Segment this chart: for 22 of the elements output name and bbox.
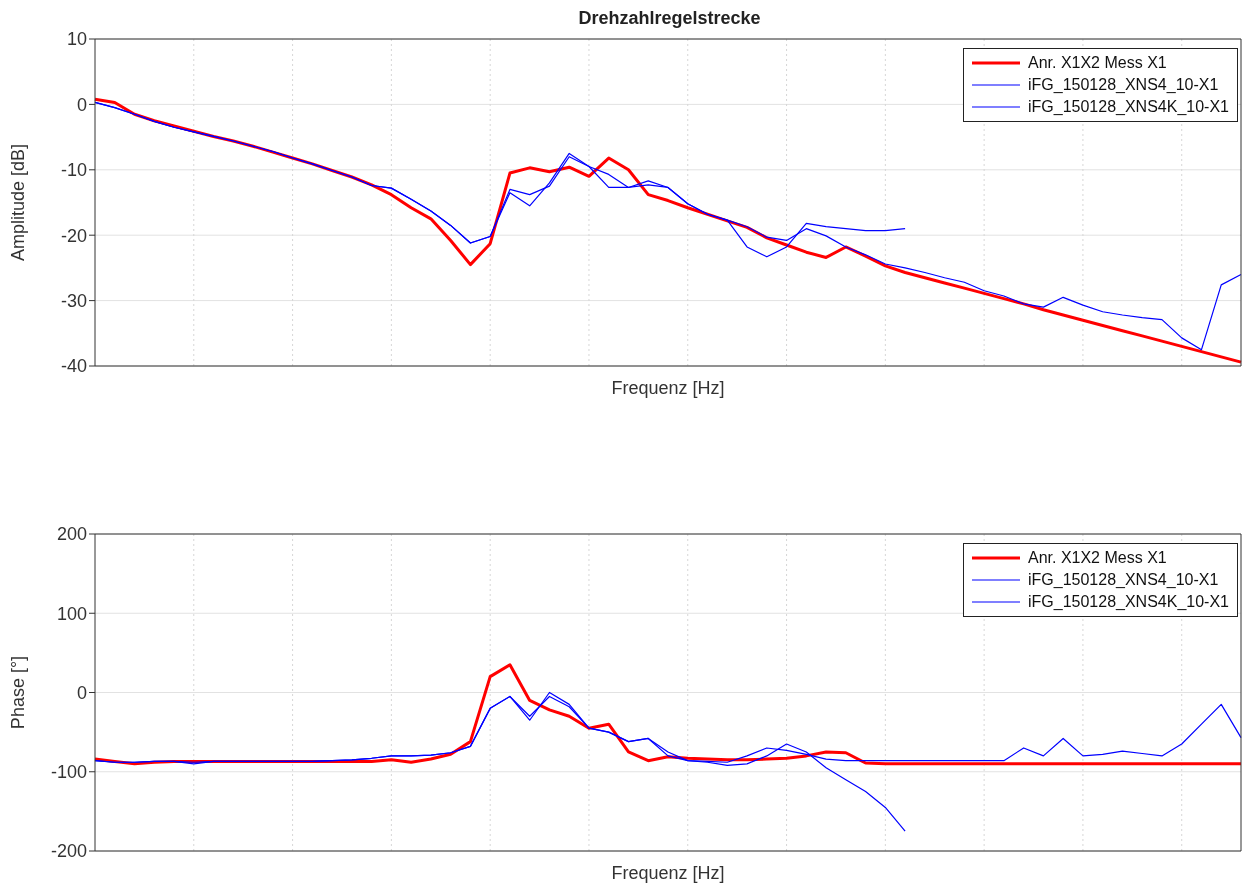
legend-label: iFG_150128_XNS4K_10-X1 [1027, 593, 1229, 611]
y-axis-title: Amplitude [dB] [8, 143, 29, 262]
x-axis-title: Frequenz [Hz] [611, 863, 725, 883]
legend-label: Anr. X1X2 Mess X1 [1027, 549, 1167, 567]
y-tick-label: 0 [76, 682, 87, 703]
y-tick-label: -30 [60, 290, 87, 311]
y-tick-label: -20 [60, 225, 87, 246]
y-tick-label: -40 [60, 356, 87, 377]
y-tick-label: 0 [76, 94, 87, 115]
legend-label: Anr. X1X2 Mess X1 [1027, 54, 1167, 72]
y-axis-title: Phase [°] [8, 655, 29, 730]
y-tick-label: -200 [50, 841, 87, 862]
legend-label: iFG_150128_XNS4_10-X1 [1027, 571, 1219, 589]
y-tick-label: 10 [66, 29, 87, 50]
legend-label: iFG_150128_XNS4_10-X1 [1027, 76, 1219, 94]
chart-title: Drehzahlregelstrecke [577, 8, 762, 29]
y-tick-label: -10 [60, 160, 87, 181]
x-axis-title: Frequenz [Hz] [611, 378, 725, 398]
y-tick-label: 200 [56, 524, 87, 545]
legend-label: iFG_150128_XNS4K_10-X1 [1027, 98, 1229, 116]
y-tick-label: -100 [50, 762, 87, 783]
y-tick-label: 100 [56, 603, 87, 624]
